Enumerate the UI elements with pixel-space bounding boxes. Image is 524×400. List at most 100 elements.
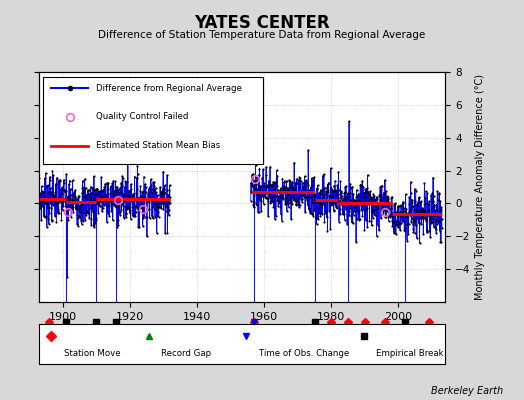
Point	[399, 218, 407, 225]
Point	[108, 180, 116, 186]
Point	[276, 187, 285, 194]
Point	[258, 193, 267, 199]
Point	[60, 187, 69, 194]
Point	[132, 209, 140, 216]
Point	[355, 196, 363, 203]
Point	[400, 208, 408, 214]
Point	[314, 199, 322, 206]
Point	[388, 218, 396, 224]
Point	[85, 204, 94, 211]
Point	[157, 188, 166, 195]
Point	[255, 166, 264, 172]
Point	[84, 210, 92, 216]
Point	[346, 185, 355, 192]
Point	[48, 190, 57, 197]
Point	[343, 200, 351, 206]
Point	[319, 194, 327, 200]
Point	[340, 210, 348, 217]
Point	[377, 192, 386, 198]
Point	[100, 183, 108, 190]
Point	[63, 194, 72, 200]
Point	[248, 172, 257, 178]
Point	[432, 202, 441, 208]
Point	[46, 174, 54, 180]
Point	[290, 195, 299, 201]
Point	[128, 212, 137, 218]
Point	[114, 217, 123, 224]
Point	[114, 198, 123, 204]
Point	[373, 196, 381, 202]
Point	[82, 212, 91, 218]
Point	[71, 187, 79, 193]
Point	[89, 208, 97, 214]
Point	[359, 194, 368, 200]
Point	[362, 206, 370, 212]
Point	[328, 186, 336, 193]
Point	[122, 211, 130, 217]
Point	[417, 198, 425, 204]
Point	[104, 210, 112, 216]
Point	[423, 226, 431, 233]
Point	[335, 199, 343, 206]
Point	[428, 219, 436, 226]
Point	[312, 204, 321, 210]
Point	[135, 198, 144, 204]
Point	[369, 206, 377, 213]
Point	[77, 209, 85, 215]
Point	[279, 195, 287, 201]
Point	[146, 215, 154, 222]
Point	[308, 211, 316, 218]
Point	[256, 186, 265, 192]
Point	[430, 204, 439, 210]
Point	[331, 199, 339, 206]
Point	[421, 200, 430, 207]
Point	[155, 204, 163, 210]
Point	[401, 212, 409, 219]
Point	[408, 196, 416, 203]
Point	[79, 218, 87, 224]
Point	[375, 227, 383, 233]
Point	[261, 172, 270, 178]
Point	[373, 233, 381, 239]
Point	[250, 182, 258, 188]
Point	[431, 224, 440, 230]
Point	[258, 193, 267, 200]
Point	[371, 197, 379, 203]
Point	[346, 204, 354, 211]
Point	[42, 224, 51, 230]
Point	[152, 229, 161, 236]
Point	[163, 230, 171, 236]
Point	[408, 202, 417, 209]
Point	[72, 203, 80, 210]
Point	[428, 196, 436, 202]
Point	[46, 185, 54, 191]
Point	[378, 206, 386, 212]
Point	[68, 198, 76, 205]
Point	[67, 214, 75, 220]
Point	[166, 182, 174, 188]
Point	[138, 189, 146, 195]
Point	[141, 196, 149, 202]
Point	[262, 190, 270, 196]
Point	[248, 182, 256, 188]
Point	[329, 189, 337, 195]
Point	[392, 218, 400, 224]
Point	[256, 196, 264, 203]
Point	[59, 199, 68, 205]
Point	[249, 202, 257, 208]
Point	[57, 217, 66, 224]
Point	[40, 188, 48, 195]
Point	[89, 185, 97, 192]
Point	[261, 193, 269, 199]
Point	[368, 201, 376, 207]
Point	[400, 226, 408, 233]
Point	[249, 198, 258, 205]
Point	[82, 207, 90, 214]
Point	[139, 194, 148, 200]
Point	[159, 186, 167, 192]
Point	[326, 226, 334, 232]
Point	[363, 205, 371, 212]
Point	[320, 192, 329, 198]
Point	[336, 190, 345, 196]
Point	[416, 240, 424, 246]
